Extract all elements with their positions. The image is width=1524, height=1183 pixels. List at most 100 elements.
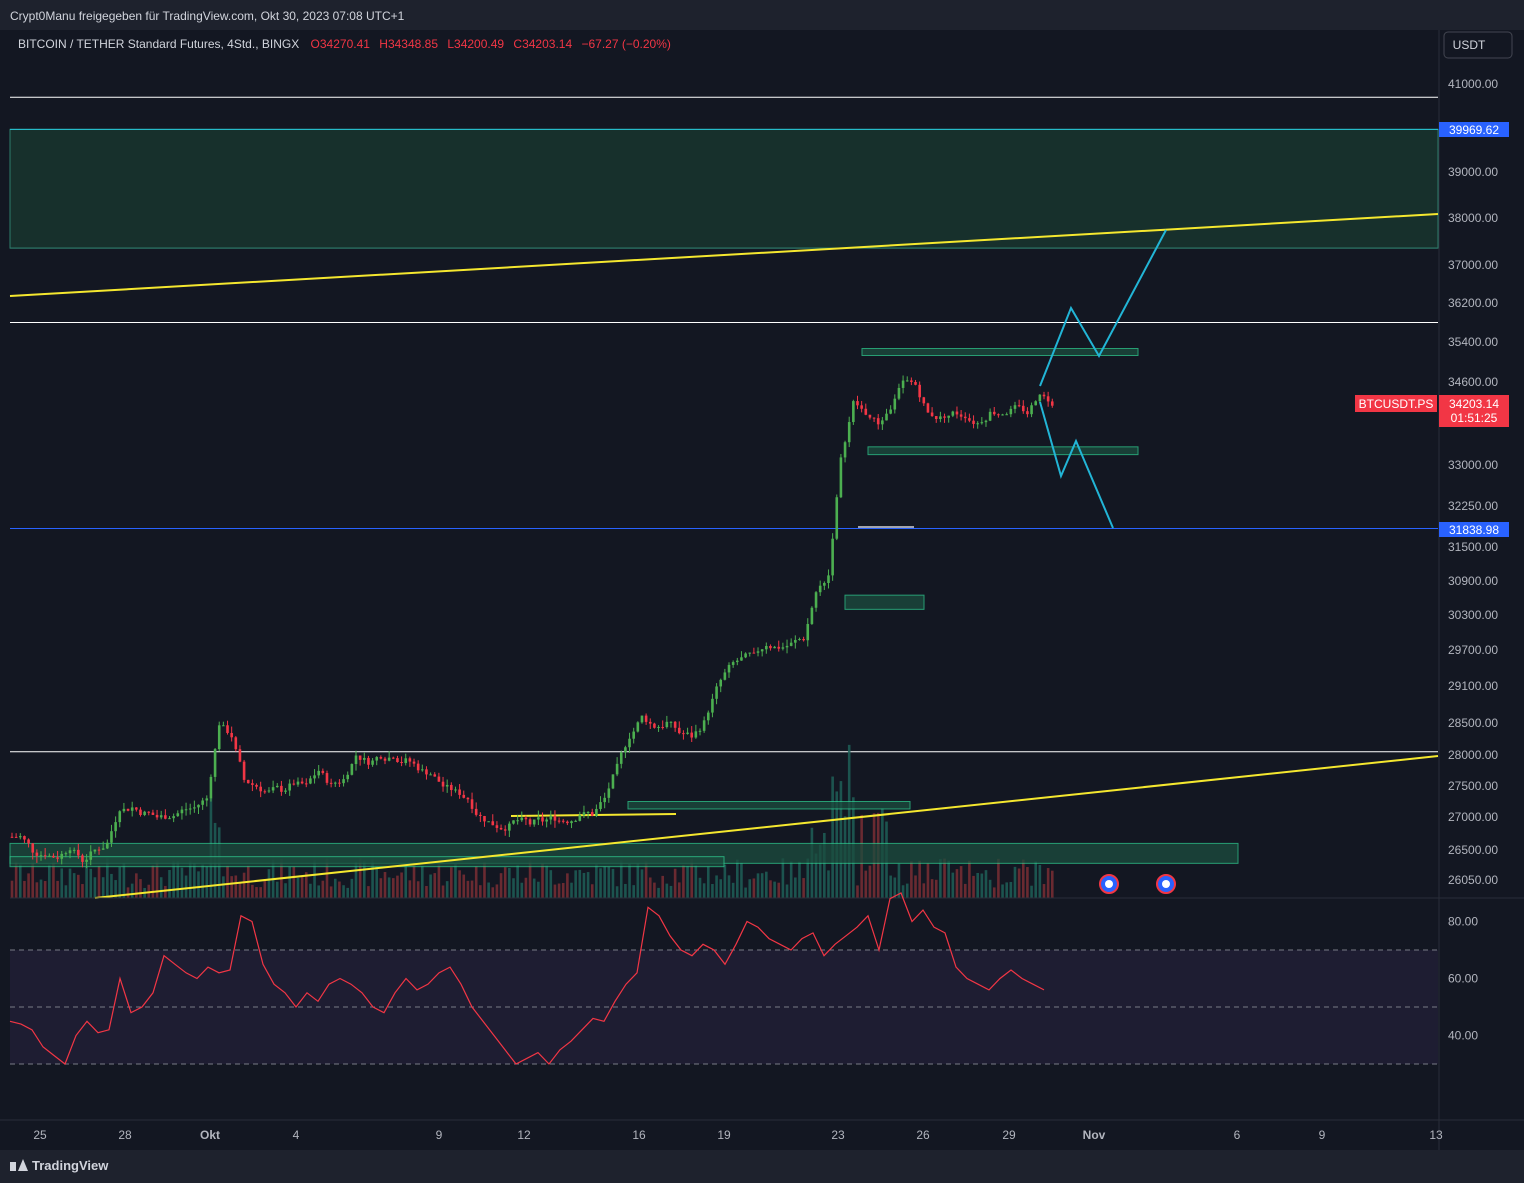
volume-bar [702, 883, 706, 898]
volume-bar [864, 870, 868, 898]
candle [980, 417, 984, 425]
candle-body [392, 757, 395, 759]
candle-body [408, 758, 412, 762]
volume-bar [387, 877, 391, 898]
candle-body [951, 411, 955, 416]
candle-body [864, 408, 868, 415]
candle-body [910, 380, 913, 382]
volume-bar [595, 864, 598, 898]
volume-bar [744, 887, 747, 898]
candle-body [802, 639, 805, 641]
candle [180, 806, 184, 820]
volume-bar [706, 866, 710, 898]
candle [566, 820, 569, 826]
time-tick-label: 26 [916, 1128, 930, 1142]
volume-bar [599, 868, 602, 898]
candle [122, 802, 126, 813]
volume-bar [968, 860, 971, 898]
candle-body [628, 738, 631, 748]
volume-bar [230, 876, 233, 898]
candle-body [574, 820, 577, 822]
volume-bar [972, 875, 975, 898]
candle [217, 721, 221, 752]
candle [358, 755, 362, 766]
candle-body [14, 836, 18, 838]
volume-bar [918, 860, 921, 898]
volume-bar [313, 860, 316, 898]
volume-bar [1050, 870, 1054, 898]
candle [619, 750, 623, 769]
volume-bar [897, 863, 901, 898]
candle-body [632, 731, 635, 739]
volume-bar [375, 866, 379, 898]
candle [586, 811, 590, 819]
volume-bar [462, 874, 466, 898]
volume-bar [1046, 868, 1050, 898]
volume-bar [715, 875, 718, 898]
volume-bar [1042, 884, 1046, 898]
volume-bar [686, 866, 689, 898]
volume-bar [984, 870, 988, 898]
candle-body [578, 815, 582, 821]
candle-body [1050, 401, 1054, 406]
volume-bar [665, 883, 669, 898]
candle-body [959, 414, 963, 417]
candle-body [425, 769, 428, 775]
us-flag-event-icon[interactable] [1099, 874, 1119, 894]
candle [814, 591, 818, 612]
candle-body [234, 737, 238, 750]
candle [234, 736, 238, 752]
candle [205, 795, 209, 807]
candle [997, 413, 1000, 418]
candle [992, 407, 996, 416]
tradingview-logo[interactable]: TradingView [10, 1158, 108, 1173]
candle [636, 721, 640, 733]
candle [375, 756, 379, 766]
volume-bar [578, 869, 582, 898]
candle [172, 813, 175, 823]
candle [251, 779, 254, 792]
time-tick-label: Nov [1083, 1128, 1106, 1142]
candle-body [984, 420, 988, 423]
candle [744, 652, 747, 659]
volume-bar [959, 866, 963, 898]
chart-canvas[interactable]: 80.00 60.00 40.00 41000.00 39000.00 38000.00… [0, 30, 1524, 1150]
volume-bar [922, 883, 926, 898]
candle-body [524, 817, 528, 820]
legend-line: BITCOIN / TETHER Standard Futures, 4Std.… [18, 37, 671, 51]
candle-body [226, 725, 229, 733]
candle-body [794, 639, 797, 643]
candle-body [831, 538, 834, 576]
zone-box [9, 856, 725, 868]
candle-body [242, 761, 246, 780]
currency-button[interactable] [1443, 31, 1513, 59]
us-flag-event-icon[interactable] [1156, 874, 1176, 894]
candle-body [110, 831, 113, 843]
volume-bar [350, 878, 354, 898]
volume-bar [1034, 861, 1038, 898]
publisher-line: Crypt0Manu freigegeben für TradingView.c… [10, 9, 405, 23]
time-tick-label: 25 [33, 1128, 47, 1142]
candle [686, 727, 689, 735]
candle-body [31, 843, 35, 853]
candle-body [317, 770, 320, 776]
volume-bar [18, 864, 22, 898]
candle [893, 394, 897, 414]
volume-bar [275, 881, 279, 898]
volume-bar [988, 879, 992, 898]
candle [118, 810, 122, 828]
volume-bar [408, 880, 412, 898]
volume-bar [72, 873, 76, 898]
candle [1046, 391, 1050, 407]
time-tick-label: 6 [1234, 1128, 1241, 1142]
candle [404, 753, 408, 766]
volume-bar [951, 872, 955, 898]
candle [213, 748, 217, 782]
legend-change: −67.27 (−0.20%) [581, 37, 670, 51]
candle [188, 803, 192, 815]
candle-body [798, 639, 801, 641]
candle [590, 808, 594, 817]
candle [532, 819, 536, 827]
candle-body [615, 763, 619, 775]
legend-symbol: BITCOIN / TETHER Standard Futures, 4Std.… [18, 37, 299, 51]
